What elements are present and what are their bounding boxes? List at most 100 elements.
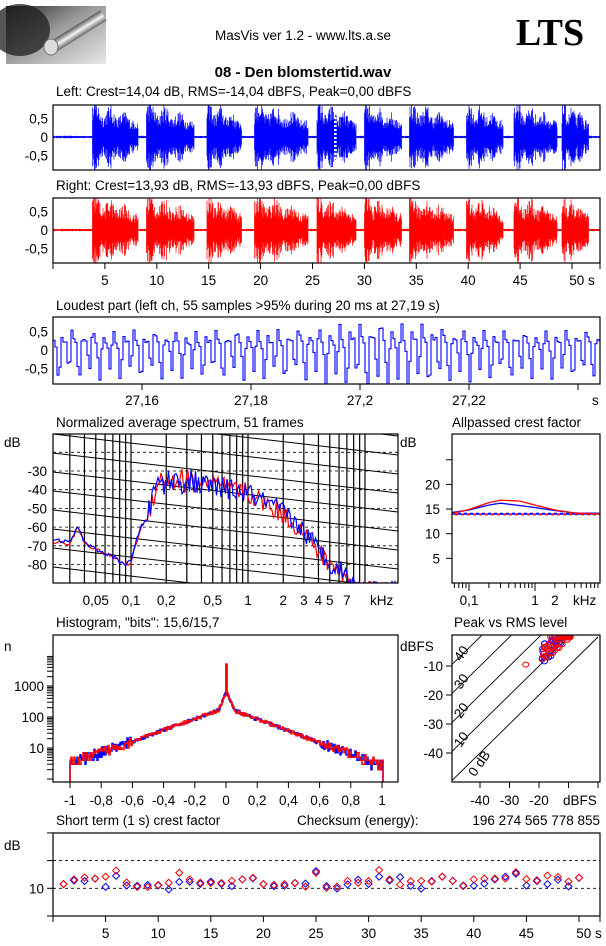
crest-right-point — [111, 866, 121, 875]
crest-left-point — [374, 872, 384, 881]
crest-right-point — [511, 868, 521, 877]
histogram-title: Histogram, "bits": 15,6/15,7 — [56, 615, 219, 630]
loudest-xtick-label: 27,2 — [347, 393, 373, 408]
loudest-ytick-label: 0 — [40, 343, 48, 358]
histogram-ytick-label: 1000 — [14, 679, 44, 694]
pvr-xtick-label: -40 — [470, 793, 490, 808]
pvr-right-point — [552, 635, 560, 641]
crest-left-point — [353, 875, 363, 884]
crest-left-point — [469, 881, 479, 891]
pvr-right-point — [547, 635, 555, 641]
allpass-xtick-label: 1 — [531, 593, 539, 608]
crest-left-point — [574, 873, 584, 882]
crest-right-point — [290, 878, 300, 888]
crest-right-point — [311, 868, 321, 877]
spectrum-xtick-label: 2 — [279, 593, 287, 608]
right-xtick-label: 45 — [513, 273, 528, 288]
crest-right-point — [385, 875, 394, 884]
crest-left-point — [259, 879, 268, 889]
crest-xtick-label: 5 — [102, 926, 110, 941]
pvr-crest-line — [452, 636, 599, 782]
crest-right-point — [364, 876, 373, 886]
loudest-frame — [52, 316, 601, 385]
spectrum-slope-line — [53, 566, 196, 583]
allpass-ytick-label: 5 — [432, 551, 440, 566]
crest-xtick-label: 50 s — [576, 926, 602, 941]
crest-left-point — [385, 876, 394, 885]
left-frame — [52, 104, 601, 171]
crest-left-point — [238, 875, 247, 884]
allpass-title: Allpassed crest factor — [452, 415, 582, 430]
right-ytick-label: -0,5 — [25, 242, 48, 257]
crest-right-point — [217, 878, 226, 888]
left-ytick-label: -0,5 — [25, 149, 48, 164]
pvr-right-point — [546, 649, 555, 657]
crest-left-point — [132, 881, 142, 891]
right-group — [53, 198, 600, 263]
loudest-title: Loudest part (left ch, 55 samples >95% d… — [56, 298, 440, 313]
crest-left-point — [553, 875, 563, 884]
crest-left-point — [80, 876, 89, 886]
left-group — [53, 105, 600, 170]
right-xtick-label: 35 — [409, 273, 424, 288]
crest-left-point — [406, 881, 415, 891]
left-title: Left: Crest=14,04 dB, RMS=-14,04 dBFS, P… — [56, 84, 411, 99]
right-xtick-label: 15 — [201, 273, 216, 288]
pvr-title: Peak vs RMS level — [454, 615, 567, 630]
pvr-right-point — [522, 661, 530, 668]
crest-right-point — [490, 874, 500, 883]
crest-right-point — [280, 879, 289, 889]
pvr-ytick-label: -20 — [423, 688, 443, 703]
crest-right-point — [416, 876, 426, 886]
spectrum-xtick-label: 3 — [300, 593, 308, 608]
crest-right-point — [532, 876, 542, 885]
pvr-xunit: dBFS — [563, 793, 597, 808]
pvr-crest-line — [452, 635, 542, 724]
crest-ytick-label: 10 — [29, 881, 44, 896]
spectrum-xtick-label: 7 — [343, 593, 351, 608]
pvr-right-point — [563, 636, 571, 643]
crest-right-point — [259, 879, 268, 889]
histogram-xtick-label: 0 — [222, 793, 230, 808]
crest-right-point — [448, 876, 457, 886]
allpass-ytick-label: 10 — [425, 527, 440, 542]
loudest-xunit: s — [592, 393, 599, 408]
crest-right-point — [132, 882, 142, 892]
right-xtick-label: 30 — [357, 273, 372, 288]
crest-left-point — [301, 879, 310, 888]
crest-xtick-label: 45 — [519, 926, 534, 941]
histogram-xtick-label: 0,8 — [341, 793, 360, 808]
pvr-ytick-label: -40 — [423, 746, 443, 761]
pvr-ytick-label: -10 — [423, 659, 443, 674]
spectrum-xtick-label: 1 — [244, 593, 252, 608]
crest-right-point — [122, 878, 131, 887]
crest-left-point — [490, 875, 500, 884]
pvr-xtick-label: -20 — [529, 793, 549, 808]
crest-left-point — [448, 876, 457, 886]
spectrum-xtick-label: 4 — [315, 593, 323, 608]
spectrum-ytick-label: -30 — [27, 464, 47, 479]
crest-right-point — [574, 873, 584, 882]
crest-right-point — [343, 876, 352, 886]
spectrum-slope-line — [53, 738, 398, 778]
crest-left-point — [322, 881, 331, 891]
crest-left-point — [543, 879, 552, 889]
crest-right-point — [248, 873, 258, 882]
pvr-ytick-label: -30 — [423, 717, 443, 732]
crest-right-point — [143, 882, 152, 892]
crest-right-point — [438, 872, 447, 881]
pvr-right-point — [548, 643, 556, 651]
crest-right-point — [406, 877, 415, 886]
crest-right-point — [196, 878, 205, 887]
crest-right-point — [459, 881, 468, 891]
right-ytick-label: 0 — [40, 223, 48, 238]
pvr-right-point — [541, 643, 549, 651]
pvr-ylabel: dBFS — [400, 639, 434, 654]
spectrum-ylabel: dB — [4, 435, 21, 450]
histogram-xtick-label: 0,6 — [310, 793, 329, 808]
histogram-frame — [52, 634, 399, 783]
checksum-value: 196 274 565 778 855 — [472, 813, 600, 828]
spectrum-ytick-label: -40 — [27, 483, 47, 498]
microphone-logo — [0, 4, 107, 64]
pvr-crest-label: 10 — [451, 729, 472, 750]
